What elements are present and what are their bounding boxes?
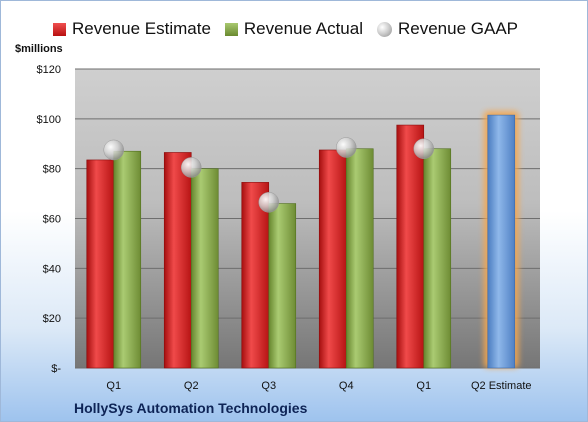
marker-gaap — [413, 138, 434, 159]
bar-actual — [423, 148, 452, 369]
legend-label-gaap: Revenue GAAP — [398, 19, 519, 38]
x-tick-label: Q4 — [339, 380, 354, 392]
x-tick-label: Q3 — [261, 380, 276, 392]
marker-gaap — [336, 137, 357, 158]
legend-item-gaap: Revenue GAAP — [377, 19, 518, 39]
legend-swatch-actual — [224, 22, 238, 36]
company-name: HollySys Automation Technologies — [74, 400, 308, 416]
bar-actual — [345, 148, 374, 369]
y-axis-unit-label: $millions — [15, 43, 63, 55]
marker-gaap — [258, 192, 279, 213]
legend-label-estimate: Revenue Estimate — [72, 19, 211, 38]
legend-label-actual: Revenue Actual — [243, 19, 363, 38]
bar-actual — [113, 150, 142, 369]
bar-estimate — [163, 152, 192, 369]
y-tick-label: $- — [51, 363, 61, 375]
legend-item-estimate: Revenue Estimate — [53, 19, 211, 39]
bar-estimate — [396, 124, 425, 369]
y-tick-label: $120 — [37, 64, 61, 76]
legend-swatch-estimate — [53, 22, 66, 36]
bar-estimate — [241, 182, 270, 369]
y-tick-label: $60 — [43, 214, 61, 226]
y-tick-label: $20 — [43, 313, 61, 325]
x-tick-label: Q2 — [184, 380, 199, 392]
y-tick-label: $100 — [37, 114, 61, 126]
marker-gaap — [103, 139, 124, 161]
x-tick-label: Q2 Estimate — [471, 380, 532, 392]
y-tick-label: $40 — [43, 263, 61, 275]
legend-item-actual: Revenue Actual — [224, 19, 363, 39]
legend: Revenue Estimate Revenue Actual Revenue … — [53, 18, 518, 40]
bar-estimate — [86, 159, 115, 369]
bar-actual — [268, 203, 297, 369]
legend-swatch-gaap — [377, 21, 392, 37]
marker-gaap — [181, 157, 202, 178]
x-tick-label: Q1 — [416, 380, 431, 392]
y-tick-label: $80 — [43, 164, 61, 176]
bar-actual — [190, 168, 219, 369]
bar-estimate-projection — [487, 114, 516, 369]
bar-estimate — [318, 149, 347, 369]
x-tick-label: Q1 — [106, 380, 121, 392]
